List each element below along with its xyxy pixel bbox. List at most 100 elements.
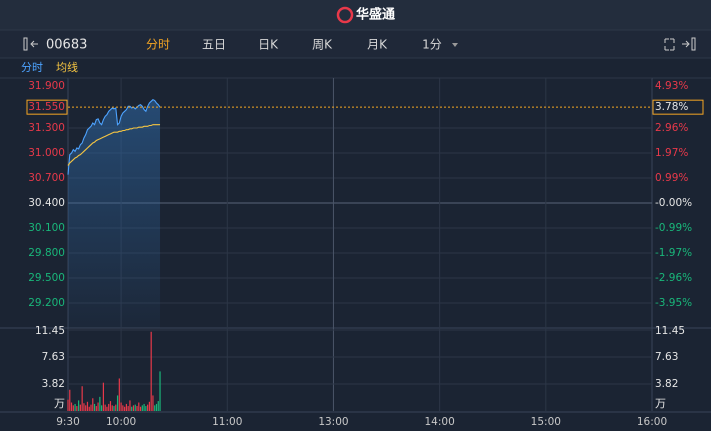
x-tick-label: 10:00 (106, 416, 136, 428)
tab[interactable]: 五日 (202, 38, 226, 52)
tab[interactable]: 月K (367, 38, 388, 52)
last-change-box (652, 99, 704, 115)
volume-bar (120, 402, 122, 411)
volume-bar (139, 406, 142, 411)
volume-bar (76, 406, 78, 411)
tab[interactable]: 周K (312, 38, 333, 52)
x-tick-label: 16:00 (637, 416, 667, 428)
volume-bar (154, 405, 156, 411)
tab[interactable]: 分时 (146, 38, 170, 52)
y2-tick-label: -2.96% (655, 272, 692, 284)
fullscreen-icon[interactable] (664, 38, 675, 51)
volume-bar (136, 406, 138, 411)
volume-bar (81, 386, 83, 411)
volume-bar (85, 405, 87, 411)
volume-bar (104, 404, 106, 411)
x-tick-label: 13:00 (318, 416, 348, 428)
x-tick-label: 11:00 (212, 416, 242, 428)
volume-bar (147, 404, 149, 411)
volume-bar (106, 406, 108, 411)
volume-bar (150, 331, 152, 411)
volume-bar (90, 404, 92, 411)
back-icon[interactable] (30, 40, 38, 48)
stock-code: 00683 (46, 38, 87, 53)
volume-bar (127, 406, 129, 411)
expand-icon[interactable] (682, 40, 690, 48)
volume-bar (113, 406, 115, 411)
volume-bar (152, 395, 154, 411)
volume-bar (122, 405, 124, 411)
volume-bar (124, 406, 126, 411)
series-line (67, 99, 161, 175)
volume-bar (99, 396, 101, 411)
price-area (68, 99, 161, 329)
volume-tick-label: 3.82 (42, 378, 65, 390)
volume-bar (111, 405, 113, 411)
volume-bar (101, 405, 103, 411)
tabs: 分时 五日 日K 周K 月K 1分 (146, 38, 458, 52)
volume-tick-label: 11.45 (35, 325, 65, 337)
tab[interactable]: 日K (258, 38, 279, 52)
side-icon[interactable] (691, 37, 696, 51)
volume-bar (109, 401, 112, 411)
legend-entry: 分时 (21, 61, 43, 74)
volume-bar (108, 403, 110, 411)
y2-tick-label: 2.96% (655, 122, 688, 134)
y-tick-label: 30.700 (28, 172, 65, 184)
volume-bar (86, 401, 89, 411)
volume-bar (67, 399, 69, 411)
volume-bar (148, 401, 151, 411)
volume-bar (92, 398, 94, 411)
volume-bar (145, 406, 147, 411)
volume-bar (83, 403, 85, 411)
volume-tick-label: 7.63 (655, 351, 678, 363)
x-tick-label: 15:00 (531, 416, 561, 428)
y2-tick-label: -1.97% (655, 247, 692, 259)
volume-bar (69, 389, 71, 411)
logo-text: 华盛通 (356, 7, 395, 23)
top-bar (0, 0, 711, 30)
y2-tick-label: -0.00% (655, 197, 692, 209)
dropdown-arrow (452, 43, 458, 47)
y2-tick-label: 4.93% (655, 80, 688, 92)
volume-bar (115, 404, 117, 411)
legend-entry: 均线 (56, 60, 78, 74)
y-tick-label: 31.900 (28, 80, 65, 92)
volume-bar (93, 403, 96, 411)
volume-bar (131, 406, 133, 411)
volume-bar (138, 402, 140, 411)
y2-tick-label: -3.95% (655, 297, 692, 309)
y2-tick-label: -0.99% (655, 222, 692, 234)
volume-bar (116, 395, 119, 411)
volume-bar (88, 406, 90, 411)
tab[interactable]: 1分 (422, 38, 442, 52)
last-change-label: 3.78% (655, 101, 688, 113)
volume-unit: 万 (54, 397, 65, 410)
volume-bar (143, 403, 145, 411)
volume-bar (132, 405, 135, 411)
volume-bar (134, 404, 136, 411)
volume-tick-label: 7.63 (42, 351, 65, 363)
volume-bar (95, 406, 97, 411)
collapse-icon[interactable] (23, 37, 28, 51)
volume-bar (118, 378, 120, 411)
volume-bar (70, 402, 73, 411)
y-tick-label: 31.000 (28, 147, 65, 159)
volume-bar (97, 402, 99, 411)
last-price-label: 31.550 (28, 101, 65, 113)
volume-bar (79, 404, 81, 411)
toolbar (0, 30, 711, 58)
y-tick-label: 29.200 (28, 297, 65, 309)
y-tick-label: 29.800 (28, 247, 65, 259)
series-line (67, 124, 161, 166)
logo-icon (336, 6, 354, 24)
last-price-box (26, 99, 68, 115)
volume-bar (157, 401, 159, 411)
volume-bar (78, 400, 80, 411)
volume-bar (141, 405, 143, 411)
volume-bar (125, 403, 127, 411)
y-tick-label: 29.500 (28, 272, 65, 284)
volume-tick-label: 3.82 (655, 378, 678, 390)
volume-bar (102, 382, 104, 411)
